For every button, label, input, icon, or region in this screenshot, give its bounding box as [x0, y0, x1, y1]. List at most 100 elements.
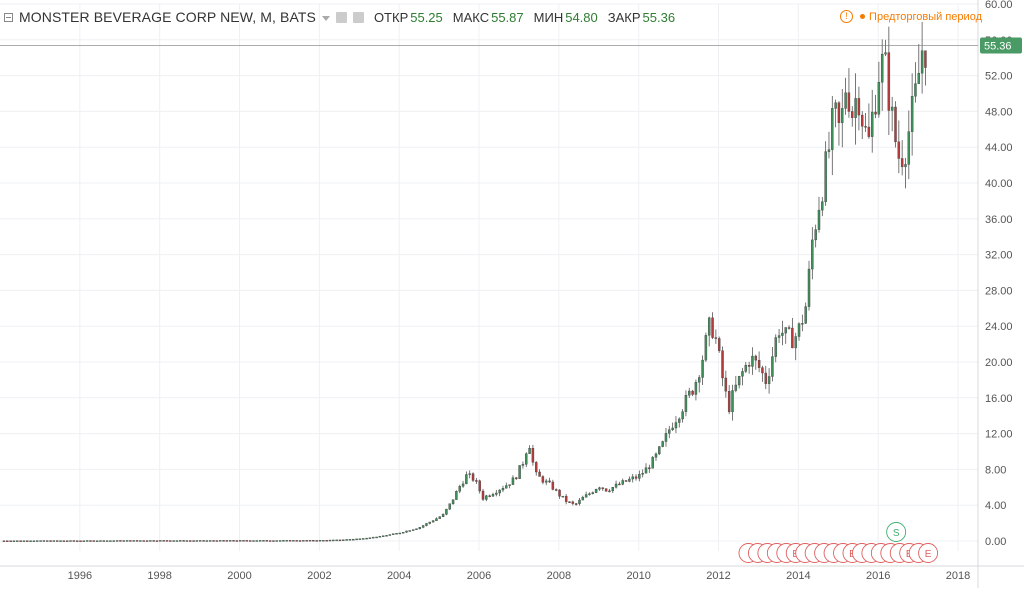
candle-body: [651, 457, 654, 469]
candle-body: [684, 395, 688, 412]
candle-body: [451, 499, 455, 504]
premarket-status[interactable]: ! Предторговый период: [840, 10, 982, 23]
candle-body: [621, 480, 624, 485]
candle-body: [711, 317, 714, 338]
candle-body: [907, 131, 911, 165]
candle-body: [880, 53, 884, 83]
visibility-icon[interactable]: [352, 11, 364, 23]
candle-body: [564, 495, 568, 502]
x-tick-label: 1996: [68, 570, 92, 582]
earnings-marker-icon: [918, 543, 939, 563]
candle-body: [275, 540, 278, 542]
candle-body: [761, 367, 764, 374]
y-tick-label: 32.00: [985, 250, 1013, 262]
warning-icon: !: [840, 10, 854, 23]
candle-body: [305, 540, 308, 542]
candle-body: [910, 95, 914, 132]
candle-body: [817, 209, 821, 230]
candle-body: [12, 540, 16, 542]
candle-body: [797, 323, 801, 337]
candle-body: [55, 540, 59, 542]
symbol-title[interactable]: MONSTER BEVERAGE CORP NEW, M, BATS: [19, 9, 316, 25]
candle-body: [179, 540, 182, 542]
candle-body: [185, 540, 189, 542]
candle-body: [508, 484, 511, 486]
candle-body: [82, 540, 86, 542]
x-tick-label: 2002: [307, 570, 331, 582]
candle-body: [551, 481, 555, 490]
candle-body: [737, 375, 741, 386]
y-tick-label: 20.00: [985, 357, 1013, 369]
y-tick-label: 24.00: [985, 321, 1013, 333]
candle-body: [119, 540, 122, 542]
candle-body: [49, 540, 52, 542]
event-markers: EEEES: [738, 522, 939, 563]
candle-body: [531, 448, 535, 463]
candle-body: [212, 540, 215, 542]
candle-body: [195, 540, 199, 542]
candle-body: [644, 467, 648, 474]
open-value: 55.25: [410, 9, 443, 25]
x-tick-label: 1998: [147, 570, 171, 582]
candle-body: [831, 108, 834, 150]
candle-body: [278, 540, 282, 542]
y-tick-label: 40.00: [985, 178, 1013, 190]
candle-body: [401, 532, 405, 534]
candle-body: [707, 317, 711, 336]
candle-body: [192, 540, 195, 542]
candle-body: [129, 540, 132, 542]
candle-body: [258, 540, 262, 542]
candle-body: [574, 503, 578, 505]
candle-body: [431, 520, 435, 523]
candle-body: [548, 480, 551, 483]
candle-body: [272, 540, 275, 542]
candle-body: [172, 540, 175, 542]
candle-body: [900, 158, 904, 168]
candle-body: [225, 540, 229, 542]
candle-body: [851, 111, 854, 118]
candle-body: [877, 82, 881, 115]
candle-body: [149, 540, 152, 542]
candle-body: [485, 495, 488, 500]
candle-body: [308, 540, 312, 542]
candle-body: [894, 106, 897, 143]
candle-body: [857, 98, 861, 116]
candle-body: [884, 52, 887, 55]
settings-icon[interactable]: [335, 11, 347, 23]
candle-body: [312, 540, 315, 542]
x-tick-label: 2004: [387, 570, 411, 582]
candle-body: [46, 540, 49, 542]
candle-body: [598, 487, 601, 490]
candle-body: [79, 540, 82, 542]
candle-body: [441, 514, 445, 517]
candle-body: [571, 501, 575, 504]
chevron-down-icon[interactable]: [321, 15, 330, 21]
candle-body: [9, 540, 12, 542]
candle-body: [624, 480, 628, 482]
candle-body: [52, 540, 56, 542]
candle-body: [538, 471, 541, 477]
candle-body: [435, 518, 438, 521]
x-tick-label: 2016: [866, 570, 890, 582]
candle-body: [398, 532, 402, 535]
candle-body: [99, 540, 102, 542]
candle-body: [292, 540, 295, 542]
candle-body: [844, 92, 847, 109]
chart-header: MONSTER BEVERAGE CORP NEW, M, BATS ОТКР …: [4, 7, 675, 27]
candle-body: [521, 464, 525, 466]
candle-body: [495, 492, 498, 495]
candle-body: [541, 476, 545, 483]
x-tick-label: 2010: [626, 570, 650, 582]
candle-body: [734, 384, 738, 391]
candle-body: [165, 540, 169, 542]
candle-body: [777, 335, 781, 338]
candle-body: [235, 540, 239, 542]
collapse-icon[interactable]: [4, 12, 13, 22]
candle-body: [145, 540, 149, 542]
candle-body: [481, 490, 485, 500]
y-tick-label: 48.00: [985, 106, 1013, 118]
candle-body: [358, 538, 362, 540]
last-price-tag: [980, 37, 1022, 54]
